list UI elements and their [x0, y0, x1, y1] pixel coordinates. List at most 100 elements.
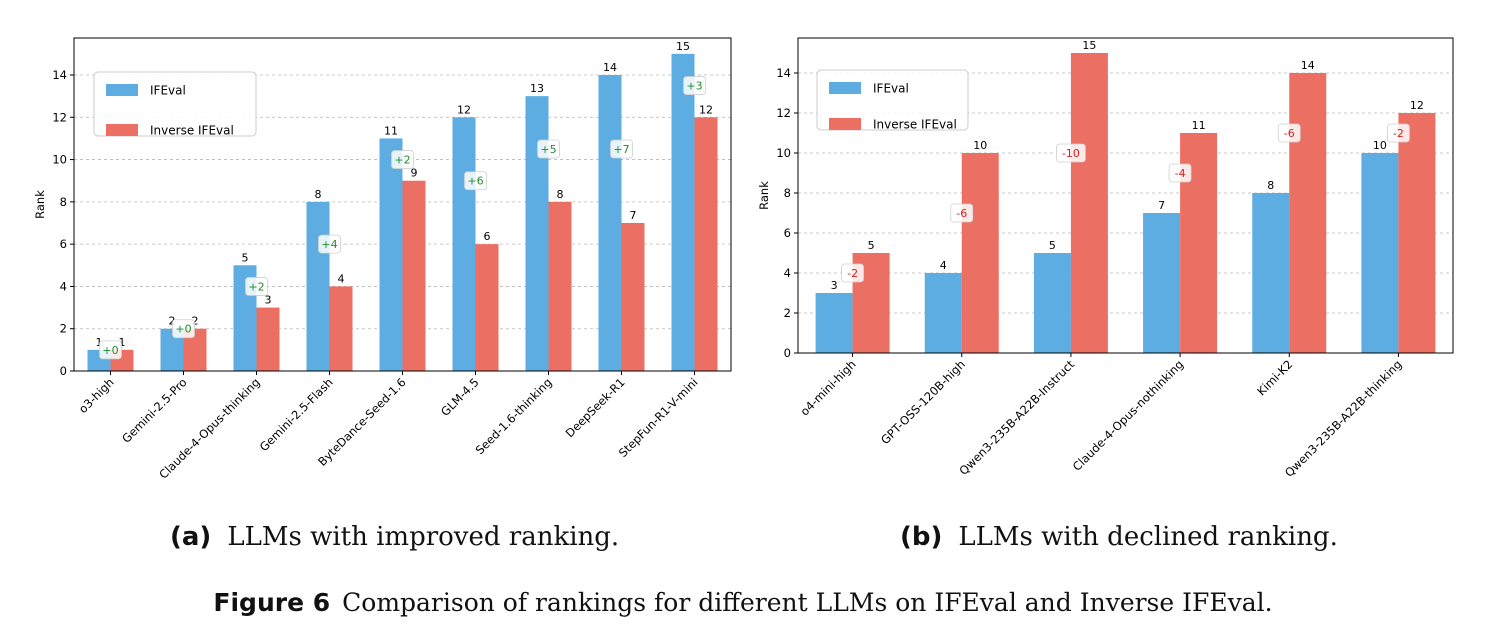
- change-badge: [610, 139, 633, 159]
- y-tick-label: 8: [60, 195, 67, 209]
- bar-inverse-bytedance-seed-1.6: [402, 180, 426, 371]
- y-tick-label: 12: [52, 110, 67, 124]
- y-tick-label: 14: [776, 66, 791, 80]
- value-label-inverse: 4: [338, 272, 345, 285]
- change-label: +4: [321, 238, 337, 251]
- plot-frame: [797, 37, 1454, 354]
- bar-inverse-deepseek-r1: [621, 223, 645, 371]
- change-label: +2: [248, 280, 264, 293]
- bar-ifeval-gemini-2.5-flash: [306, 201, 330, 371]
- x-tick-label: o4-mini-high: [797, 357, 858, 418]
- y-tick-label: 0: [60, 364, 67, 378]
- change-badge: [537, 139, 560, 159]
- bar-ifeval-qwen3-235b-a22b-thinking: [1361, 153, 1399, 353]
- value-label-ifeval: 8: [315, 188, 322, 201]
- x-tick-label: Gemini-2.5-Flash: [257, 375, 336, 454]
- change-badge: [391, 150, 414, 169]
- change-badge: [683, 76, 706, 95]
- value-label-inverse: 7: [630, 209, 637, 222]
- bar-inverse-qwen3-235b-a22b-instruct: [1070, 53, 1108, 353]
- value-label-ifeval: 14: [603, 61, 617, 74]
- change-badge: [950, 203, 974, 223]
- bar-inverse-qwen3-235b-a22b-thinking: [1398, 113, 1436, 353]
- change-label: -2: [1393, 127, 1404, 140]
- x-tick-label: Kimi-K2: [1254, 357, 1295, 398]
- legend-label-ifeval: IFEval: [150, 84, 186, 98]
- change-label: -2: [847, 267, 858, 280]
- x-tick-label: StepFun-R1-V-mini: [616, 375, 701, 460]
- legend-label-inverse: Inverse IFEval: [873, 118, 957, 132]
- value-label-inverse: 12: [1410, 99, 1424, 112]
- bar-inverse-gemini-2.5-flash: [329, 286, 353, 371]
- y-tick-label: 12: [776, 106, 791, 120]
- y-tick-label: 8: [784, 186, 791, 200]
- value-label-inverse: 6: [484, 230, 491, 243]
- value-label-ifeval: 2: [169, 315, 176, 328]
- value-label-inverse: 12: [699, 103, 713, 116]
- x-tick-label: Qwen3-235B-A22B-thinking: [1282, 357, 1405, 480]
- bar-ifeval-gemini-2.5-pro: [160, 328, 184, 371]
- bar-ifeval-claude-4-opus-nothinking: [1143, 213, 1181, 353]
- value-label-ifeval: 13: [530, 82, 544, 95]
- change-badge: [1387, 123, 1410, 143]
- legend: IFEval Inverse IFEval: [816, 69, 969, 132]
- y-tick-label: 4: [60, 279, 67, 293]
- value-label-ifeval: 7: [1158, 199, 1165, 212]
- bar-inverse-kimi-k2: [1289, 73, 1327, 353]
- x-tick-label: Seed-1.6-thinking: [473, 375, 555, 457]
- change-label: +0: [175, 323, 191, 336]
- change-label: -10: [1062, 147, 1080, 160]
- value-label-inverse: 9: [411, 167, 418, 180]
- bar-ifeval-deepseek-r1: [598, 75, 622, 371]
- value-label-inverse: 8: [557, 188, 564, 201]
- change-badge: [1277, 123, 1301, 143]
- bar-inverse-seed-1.6-thinking: [548, 201, 572, 371]
- bar-ifeval-glm-4.5: [452, 117, 476, 372]
- change-badge: [841, 263, 864, 283]
- bar-inverse-glm-4.5: [475, 244, 499, 371]
- change-badge: [1168, 163, 1192, 183]
- value-label-ifeval: 1: [96, 336, 103, 349]
- value-label-ifeval: 8: [1267, 179, 1274, 192]
- legend-swatch-inverse: [106, 124, 138, 136]
- y-tick-label: 6: [60, 237, 67, 251]
- change-label: -6: [1284, 127, 1295, 140]
- change-badge: [318, 234, 341, 254]
- y-tick-label: 6: [784, 226, 791, 240]
- subcaption-a-label: (a): [170, 522, 212, 552]
- value-label-inverse: 14: [1301, 59, 1315, 72]
- bar-ifeval-stepfun-r1-v-mini: [671, 53, 695, 371]
- value-label-inverse: 10: [973, 139, 987, 152]
- value-label-ifeval: 10: [1373, 139, 1387, 152]
- x-tick-label: GPT-OSS-120B-high: [878, 357, 968, 447]
- value-label-ifeval: 5: [1049, 239, 1056, 252]
- legend-swatch-inverse: [829, 118, 861, 130]
- subcaption-b-text: LLMs with declined ranking.: [958, 522, 1338, 552]
- legend-label-ifeval: IFEval: [873, 82, 909, 96]
- change-badge: [99, 340, 122, 360]
- change-badge: [172, 319, 195, 339]
- change-label: -4: [1175, 167, 1186, 180]
- bar-ifeval-o4-mini-high: [815, 293, 853, 353]
- x-tick-label: DeepSeek-R1: [563, 375, 628, 440]
- change-label: +7: [613, 143, 629, 156]
- bar-ifeval-seed-1.6-thinking: [525, 96, 549, 372]
- subcaption-a-text: LLMs with improved ranking.: [227, 522, 620, 552]
- value-label-inverse: 1: [119, 336, 126, 349]
- bar-inverse-gpt-oss-120b-high: [961, 153, 999, 353]
- change-badge: [245, 277, 268, 296]
- legend-label-inverse: Inverse IFEval: [150, 124, 234, 138]
- figure-caption-text: Comparison of rankings for different LLM…: [342, 588, 1273, 617]
- subcaption-b-label: (b): [900, 522, 943, 552]
- value-label-inverse: 2: [192, 315, 199, 328]
- chart-b: 3 4 5 7 8 10 5 10 15 11 14 12 -2 -6 -10 -4 -6 -2 0 2 4 6 8 10 12…: [757, 37, 1454, 480]
- bar-ifeval-gpt-oss-120b-high: [924, 273, 962, 353]
- change-label: -6: [956, 207, 967, 220]
- y-tick-label: 10: [776, 146, 791, 160]
- value-label-ifeval: 11: [384, 124, 398, 137]
- bar-ifeval-bytedance-seed-1.6: [379, 138, 403, 371]
- bar-ifeval-qwen3-235b-a22b-instruct: [1033, 253, 1071, 353]
- y-axis-label: Rank: [757, 181, 771, 210]
